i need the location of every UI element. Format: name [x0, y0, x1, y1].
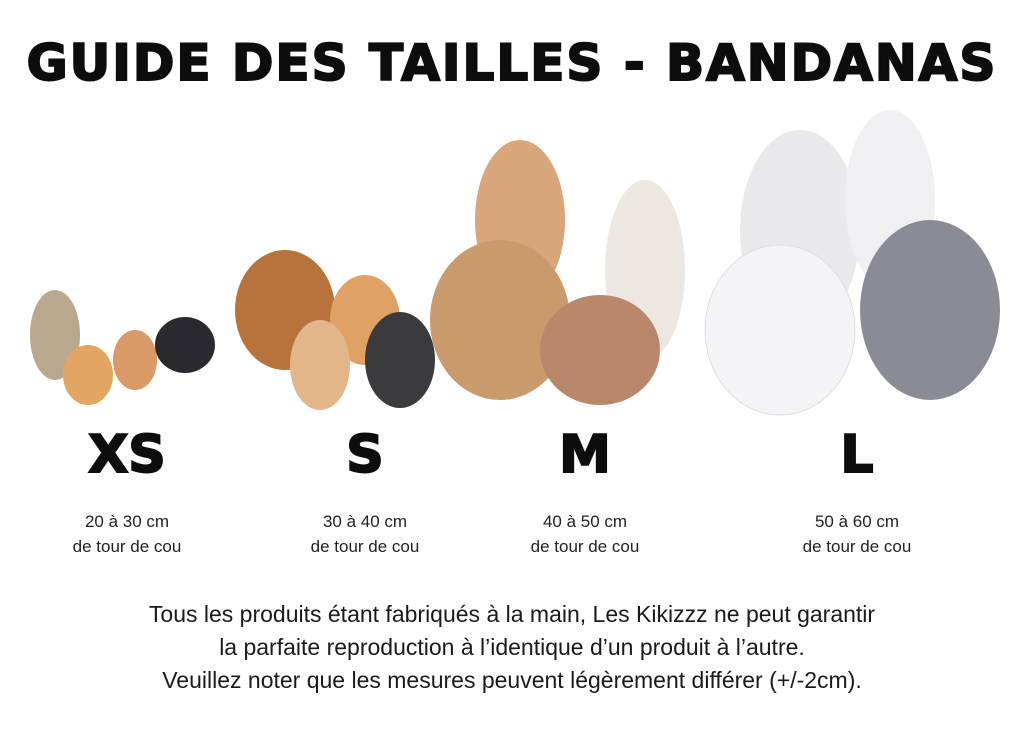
size-label-m: M [558, 424, 612, 486]
xs-dogs-illustration [30, 290, 215, 405]
note-line: la parfaite reproduction à l’identique d… [219, 634, 805, 660]
page-title: GUIDE DES TAILLES - BANDANAS [26, 33, 998, 93]
measure-range: 20 à 30 cm [84, 512, 170, 531]
measure-unit: de tour de cou [310, 537, 420, 556]
size-measure-m: 40 à 50 cm de tour de cou [465, 509, 705, 559]
measure-range: 30 à 40 cm [322, 512, 408, 531]
size-label-s: S [345, 424, 384, 486]
s-dogs-illustration [235, 250, 435, 410]
m-dogs-illustration [430, 140, 685, 405]
l-dogs-illustration [704, 110, 1000, 416]
measure-range: 40 à 50 cm [542, 512, 628, 531]
size-measure-xs: 20 à 30 cm de tour de cou [7, 509, 247, 559]
measure-unit: de tour de cou [530, 537, 640, 556]
note-line: Veuillez noter que les mesures peuvent l… [162, 667, 862, 693]
measure-unit: de tour de cou [802, 537, 912, 556]
measure-range: 50 à 60 cm [814, 512, 900, 531]
measure-unit: de tour de cou [72, 537, 182, 556]
size-label-xs: XS [87, 424, 167, 486]
dog-illustrations [30, 110, 1000, 416]
note-line: Tous les produits étant fabriqués à la m… [148, 601, 876, 627]
disclaimer-note: Tous les produits étant fabriqués à la m… [0, 598, 1024, 697]
size-measure-s: 30 à 40 cm de tour de cou [245, 509, 485, 559]
size-measure-l: 50 à 60 cm de tour de cou [737, 509, 977, 559]
size-label-l: L [839, 424, 874, 486]
